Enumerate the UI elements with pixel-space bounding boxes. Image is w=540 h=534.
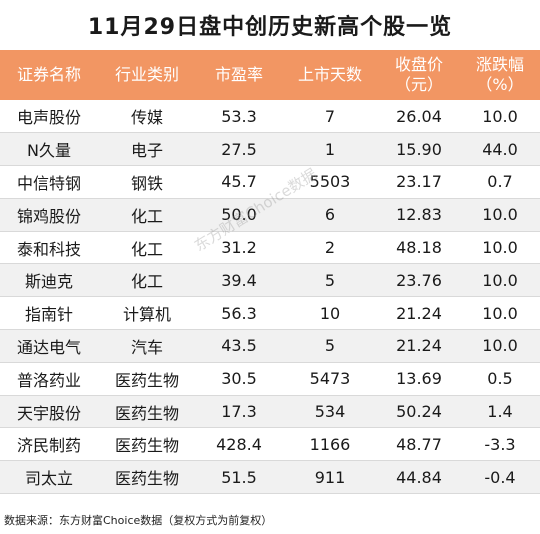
industry-cell: 钢铁 — [98, 165, 196, 199]
pe-ratio-cell: 428.4 — [196, 427, 282, 462]
change-pct-cell: -3.3 — [460, 427, 540, 462]
close-price-cell: 50.24 — [378, 395, 460, 429]
table-header-row: 证券名称 行业类别 市盈率 上市天数 收盘价 （元） 涨跌幅 （%） — [0, 50, 540, 100]
close-price-cell: 21.24 — [378, 296, 460, 331]
security-name-cell: 济民制药 — [0, 427, 98, 462]
security-name-cell: 天宇股份 — [0, 395, 98, 429]
security-name-cell: 中信特钢 — [0, 165, 98, 199]
stock-table: 证券名称 行业类别 市盈率 上市天数 收盘价 （元） 涨跌幅 （%） 电声股份 传媒 5… — [0, 50, 540, 495]
table-row: 锦鸡股份 化工 50.0 6 12.83 10.0 — [0, 198, 540, 232]
table-row: 中信特钢 钢铁 45.7 5503 23.17 0.7 — [0, 165, 540, 199]
change-pct-cell: 10.0 — [460, 263, 540, 298]
change-pct-cell: 0.5 — [460, 362, 540, 396]
security-name-cell: 指南针 — [0, 296, 98, 331]
change-pct-cell: 10.0 — [460, 296, 540, 331]
table-row: 泰和科技 化工 31.2 2 48.18 10.0 — [0, 231, 540, 265]
industry-cell: 计算机 — [98, 296, 196, 331]
industry-cell: 医药生物 — [98, 460, 196, 495]
security-name-cell: 锦鸡股份 — [0, 198, 98, 232]
close-price-cell: 48.77 — [378, 427, 460, 462]
change-pct-cell: -0.4 — [460, 460, 540, 495]
listing-days-cell: 10 — [282, 296, 378, 331]
pe-ratio-cell: 56.3 — [196, 296, 282, 331]
listing-days-cell: 1 — [282, 132, 378, 167]
close-price-cell: 12.83 — [378, 198, 460, 232]
change-pct-cell: 44.0 — [460, 132, 540, 167]
security-name-cell: N久量 — [0, 132, 98, 167]
change-pct-cell: 10.0 — [460, 329, 540, 363]
security-name-cell: 普洛药业 — [0, 362, 98, 396]
change-pct-cell: 1.4 — [460, 395, 540, 429]
pe-ratio-cell: 51.5 — [196, 460, 282, 495]
change-pct-cell: 0.7 — [460, 165, 540, 199]
close-price-cell: 44.84 — [378, 460, 460, 495]
close-price-cell: 23.76 — [378, 263, 460, 298]
table-row: 斯迪克 化工 39.4 5 23.76 10.0 — [0, 263, 540, 298]
security-name-cell: 司太立 — [0, 460, 98, 495]
data-source-note: 数据来源：东方财富Choice数据（复权方式为前复权） — [4, 514, 273, 527]
table-row: 天宇股份 医药生物 17.3 534 50.24 1.4 — [0, 395, 540, 429]
close-price-cell: 15.90 — [378, 132, 460, 167]
listing-days-cell: 5 — [282, 329, 378, 363]
listing-days-cell: 534 — [282, 395, 378, 429]
change-pct-cell: 10.0 — [460, 231, 540, 265]
close-price-cell: 21.24 — [378, 329, 460, 363]
close-price-cell: 26.04 — [378, 100, 460, 134]
security-name-cell: 电声股份 — [0, 100, 98, 134]
column-header-listing-days: 上市天数 — [297, 65, 362, 84]
change-pct-cell: 10.0 — [460, 100, 540, 134]
industry-cell: 医药生物 — [98, 362, 196, 396]
industry-cell: 化工 — [98, 231, 196, 265]
table-row: N久量 电子 27.5 1 15.90 44.0 — [0, 132, 540, 167]
column-header-close-price: 收盘价 （元） — [394, 55, 443, 94]
security-name-cell: 斯迪克 — [0, 263, 98, 298]
pe-ratio-cell: 50.0 — [196, 198, 282, 232]
column-header-change-pct: 涨跌幅 （%） — [475, 55, 524, 94]
listing-days-cell: 5473 — [282, 362, 378, 396]
pe-ratio-cell: 53.3 — [196, 100, 282, 134]
column-header-security-name: 证券名称 — [16, 65, 81, 84]
close-price-cell: 13.69 — [378, 362, 460, 396]
pe-ratio-cell: 45.7 — [196, 165, 282, 199]
column-header-pe-ratio: 市盈率 — [214, 65, 263, 84]
table-row: 指南针 计算机 56.3 10 21.24 10.0 — [0, 296, 540, 331]
page-title: 11月29日盘中创历史新高个股一览 — [87, 15, 453, 40]
close-price-cell: 48.18 — [378, 231, 460, 265]
close-price-cell: 23.17 — [378, 165, 460, 199]
listing-days-cell: 5 — [282, 263, 378, 298]
change-pct-cell: 10.0 — [460, 198, 540, 232]
industry-cell: 医药生物 — [98, 395, 196, 429]
pe-ratio-cell: 27.5 — [196, 132, 282, 167]
security-name-cell: 通达电气 — [0, 329, 98, 363]
industry-cell: 医药生物 — [98, 427, 196, 462]
pe-ratio-cell: 17.3 — [196, 395, 282, 429]
industry-cell: 化工 — [98, 198, 196, 232]
pe-ratio-cell: 31.2 — [196, 231, 282, 265]
table-row: 电声股份 传媒 53.3 7 26.04 10.0 — [0, 100, 540, 134]
industry-cell: 电子 — [98, 132, 196, 167]
listing-days-cell: 5503 — [282, 165, 378, 199]
pe-ratio-cell: 43.5 — [196, 329, 282, 363]
industry-cell: 传媒 — [98, 100, 196, 134]
listing-days-cell: 2 — [282, 231, 378, 265]
table-row: 司太立 医药生物 51.5 911 44.84 -0.4 — [0, 460, 540, 495]
listing-days-cell: 1166 — [282, 427, 378, 462]
industry-cell: 汽车 — [98, 329, 196, 363]
listing-days-cell: 911 — [282, 460, 378, 495]
listing-days-cell: 7 — [282, 100, 378, 134]
pe-ratio-cell: 39.4 — [196, 263, 282, 298]
listing-days-cell: 6 — [282, 198, 378, 232]
security-name-cell: 泰和科技 — [0, 231, 98, 265]
table-row: 济民制药 医药生物 428.4 1166 48.77 -3.3 — [0, 427, 540, 462]
column-header-industry: 行业类别 — [114, 65, 179, 84]
table-row: 普洛药业 医药生物 30.5 5473 13.69 0.5 — [0, 362, 540, 396]
table-row: 通达电气 汽车 43.5 5 21.24 10.0 — [0, 329, 540, 363]
industry-cell: 化工 — [98, 263, 196, 298]
pe-ratio-cell: 30.5 — [196, 362, 282, 396]
